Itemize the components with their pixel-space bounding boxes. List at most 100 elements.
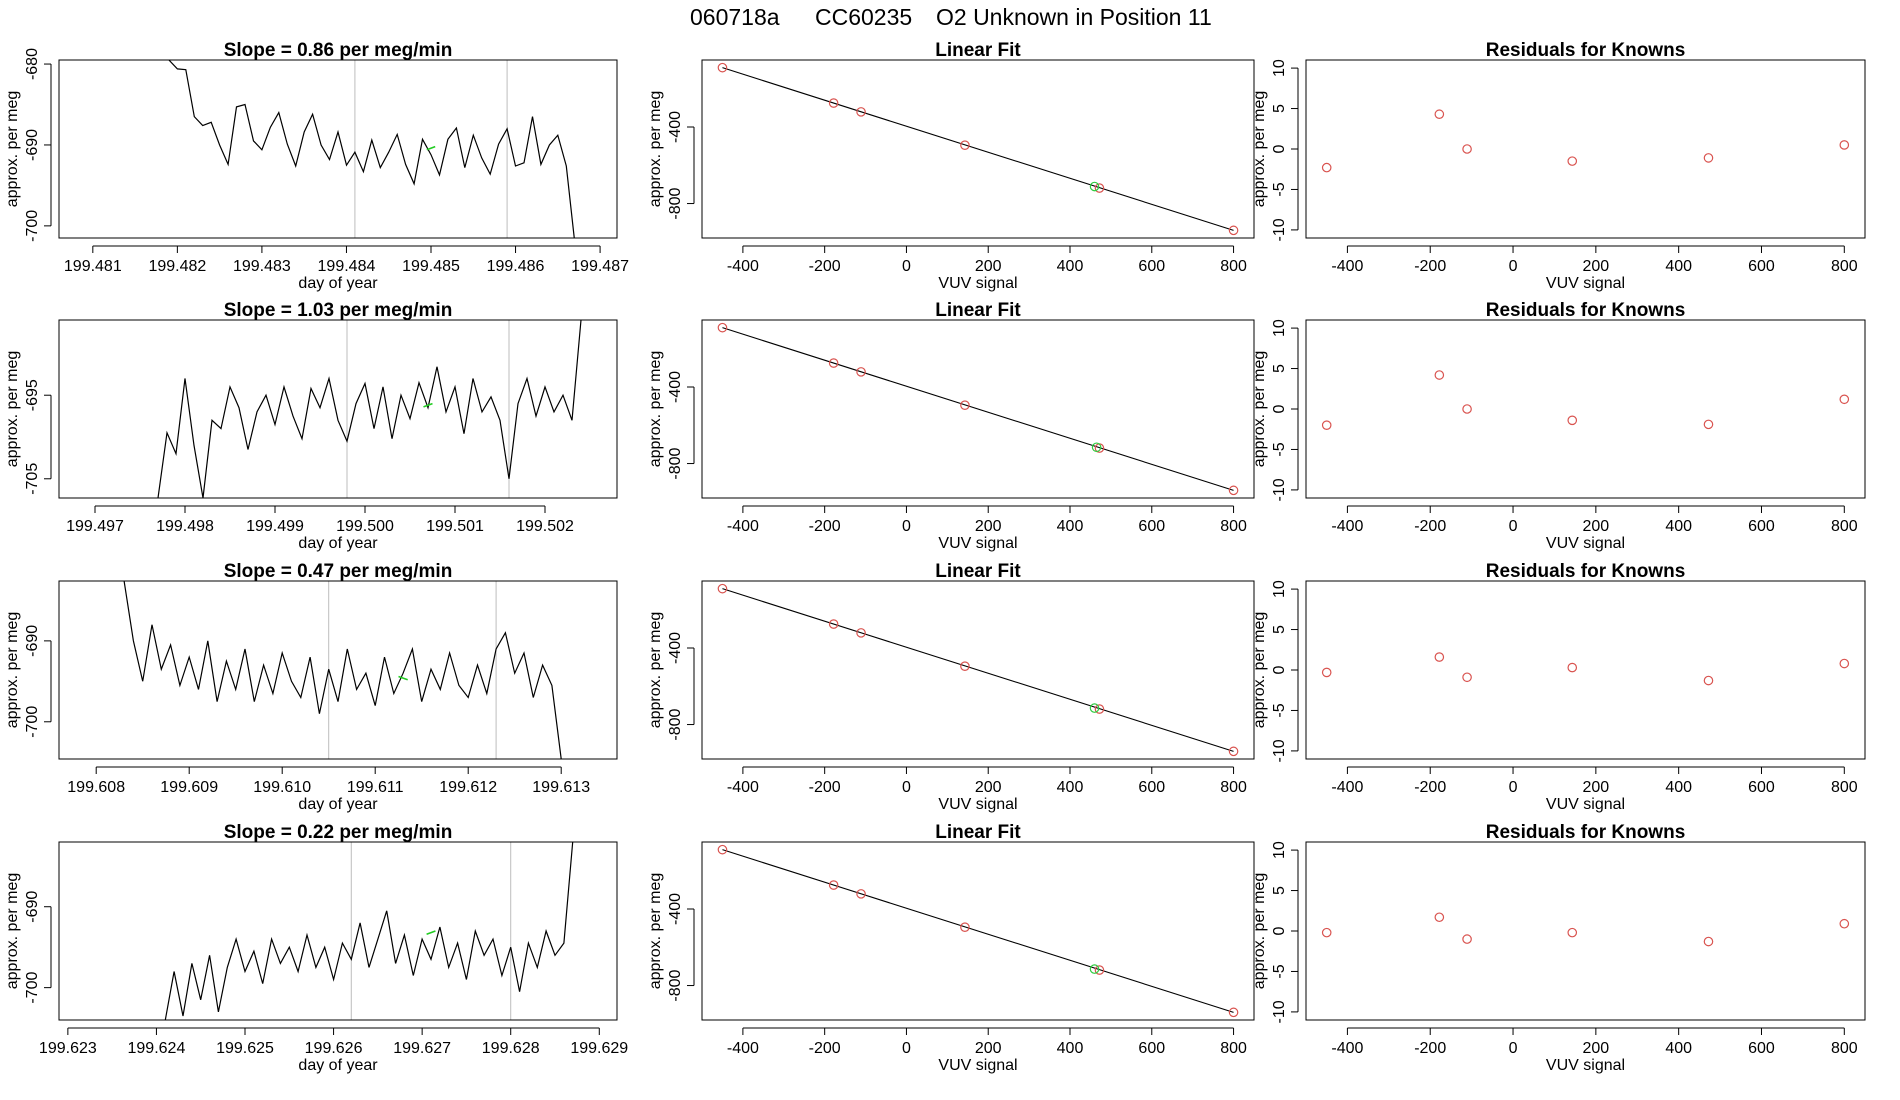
- x-tick-label: 199.485: [402, 258, 460, 275]
- x-tick-label: -400: [727, 779, 759, 796]
- series-line: [168, 60, 575, 238]
- unknown-point: [1089, 964, 1100, 974]
- x-tick-label: 0: [1509, 258, 1518, 275]
- y-axis-label: approx. per meg: [1251, 351, 1268, 468]
- y-axis-label: approx. per meg: [1251, 612, 1268, 729]
- plot-frame: [701, 580, 1255, 760]
- data-point: [1094, 183, 1105, 193]
- x-tick-label: 199.484: [318, 258, 376, 275]
- plot-data: [164, 842, 574, 1020]
- x-tick-label: 400: [1057, 1040, 1084, 1057]
- y-tick-label: -5: [1271, 182, 1288, 196]
- panel-1-3: Residuals for Knowns -400 -200 0 200 400 600 80…: [1251, 40, 1866, 292]
- x-tick-label: 800: [1831, 779, 1858, 796]
- plot-frame: [1305, 841, 1866, 1021]
- panel-title: Linear Fit: [935, 822, 1021, 843]
- data-point: [856, 107, 866, 117]
- x-tick-label: 200: [975, 779, 1002, 796]
- plot-data: [168, 60, 575, 238]
- x-tick-label: -200: [809, 258, 841, 275]
- y-tick-label: -700: [24, 972, 41, 1004]
- x-tick-label: 200: [1583, 518, 1610, 535]
- data-point: [960, 661, 970, 671]
- y-tick-label: -5: [1271, 442, 1288, 456]
- x-tick-label: 199.610: [253, 779, 311, 796]
- y-tick-label: -400: [667, 111, 684, 143]
- y-tick-label: -400: [667, 371, 684, 403]
- data-point: [1462, 934, 1472, 944]
- y-axis-label: approx. per meg: [4, 91, 21, 208]
- x-tick-label: 0: [1509, 518, 1518, 535]
- panel-title: Slope = 0.47 per meg/min: [224, 561, 453, 582]
- x-tick-label: 199.623: [39, 1040, 97, 1057]
- data-point: [828, 619, 839, 629]
- y-axis-label: approx. per meg: [647, 873, 664, 990]
- panel-4-3: Residuals for Knowns -400 -200 0 200 400 600 80…: [1251, 822, 1866, 1074]
- panel-title: Residuals for Knowns: [1486, 822, 1686, 843]
- panel-2-2: Linear Fit -400 -200 0 200 400 600 800 VUV signa…: [647, 300, 1255, 552]
- y-tick-label: -800: [667, 447, 684, 479]
- x-tick-label: 199.626: [305, 1040, 363, 1057]
- data-point: [856, 628, 866, 638]
- x-tick-label: -200: [1414, 518, 1446, 535]
- x-tick-label: 200: [1583, 1040, 1610, 1057]
- x-tick-label: 199.629: [570, 1040, 628, 1057]
- x-tick-label: 199.627: [393, 1040, 451, 1057]
- y-tick-label: -5: [1271, 703, 1288, 717]
- panel-grid: Slope = 0.86 per meg/min 199.481 199.482 19…: [4, 40, 1866, 1074]
- plot-frame: [701, 841, 1255, 1021]
- x-axis-label: VUV signal: [938, 796, 1017, 813]
- plot-frame: [701, 59, 1255, 239]
- data-point: [1839, 658, 1850, 669]
- y-tick-label: -680: [24, 48, 41, 80]
- y-tick-label: 0: [1271, 144, 1288, 153]
- x-tick-label: 600: [1138, 518, 1165, 535]
- x-tick-label: 400: [1057, 258, 1084, 275]
- data-point: [856, 889, 866, 899]
- data-point: [828, 880, 839, 890]
- plot-frame: [701, 319, 1255, 499]
- panel-title: Residuals for Knowns: [1486, 40, 1686, 61]
- x-tick-label: -400: [727, 258, 759, 275]
- y-tick-label: -800: [667, 187, 684, 219]
- y-tick-label: -690: [24, 625, 41, 657]
- x-tick-label: -200: [1414, 779, 1446, 796]
- x-tick-label: -400: [1331, 779, 1363, 796]
- y-tick-label: 5: [1271, 886, 1288, 895]
- x-tick-label: 800: [1831, 1040, 1858, 1057]
- x-tick-label: -400: [1331, 1040, 1363, 1057]
- x-axis-label: VUV signal: [1546, 535, 1625, 552]
- x-tick-label: 199.499: [246, 518, 304, 535]
- data-point: [1094, 704, 1105, 714]
- x-tick-label: -400: [727, 518, 759, 535]
- x-tick-label: 199.497: [66, 518, 124, 535]
- data-point: [717, 844, 728, 855]
- data-point: [1567, 662, 1578, 673]
- y-tick-label: 10: [1271, 319, 1288, 337]
- data-point: [717, 322, 728, 333]
- x-tick-label: 800: [1220, 1040, 1247, 1057]
- y-tick-label: -690: [24, 891, 41, 923]
- x-tick-label: 199.483: [233, 258, 291, 275]
- x-tick-label: 0: [1509, 1040, 1518, 1057]
- x-tick-label: 199.612: [439, 779, 497, 796]
- x-tick-label: 0: [1509, 779, 1518, 796]
- x-tick-label: 199.487: [571, 258, 629, 275]
- plot-data: [1321, 370, 1850, 430]
- plot-data: [1321, 109, 1850, 173]
- x-tick-label: 199.613: [532, 779, 590, 796]
- x-axis-label: VUV signal: [1546, 275, 1625, 292]
- y-tick-label: -400: [667, 632, 684, 664]
- x-tick-label: -400: [1331, 518, 1363, 535]
- y-axis-label: approx. per meg: [4, 612, 21, 729]
- panel-title: Residuals for Knowns: [1486, 300, 1686, 321]
- x-tick-label: 800: [1831, 258, 1858, 275]
- panel-1-2: Linear Fit -400 -200 0 200 400 600 800 VUV signa…: [647, 40, 1255, 292]
- y-tick-label: -800: [667, 969, 684, 1001]
- panel-title: Slope = 0.86 per meg/min: [224, 40, 453, 61]
- x-tick-label: 800: [1220, 258, 1247, 275]
- y-tick-label: -705: [24, 463, 41, 495]
- fit-line: [722, 588, 1234, 752]
- data-point: [960, 400, 970, 410]
